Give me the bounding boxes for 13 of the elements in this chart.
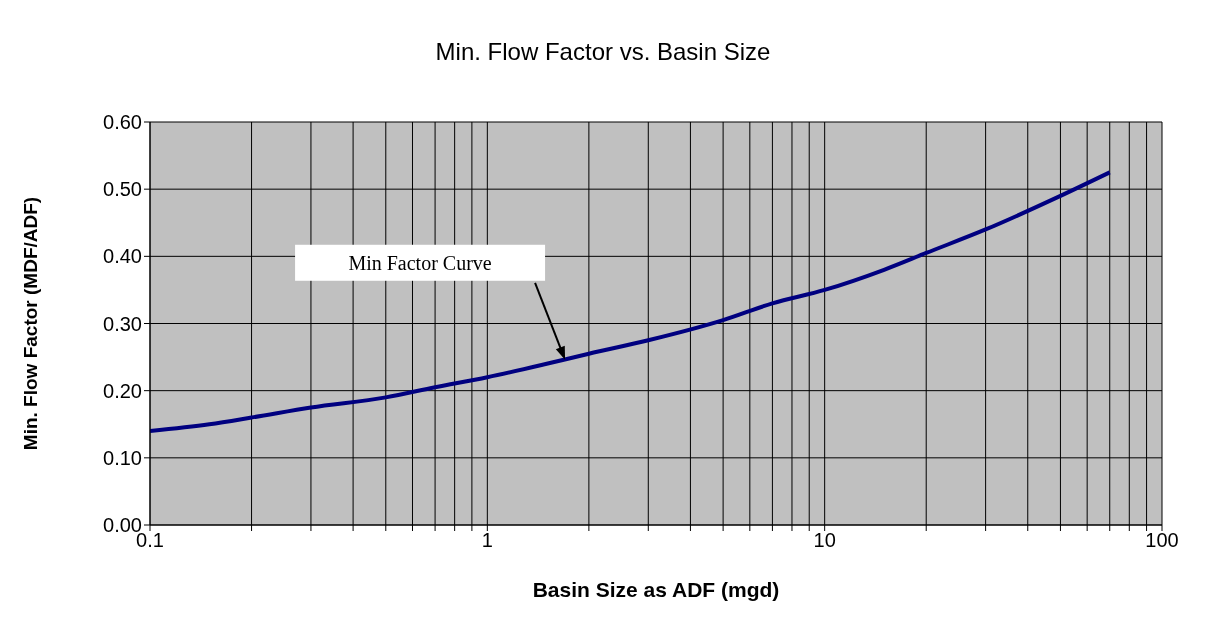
- y-axis-title: Min. Flow Factor (MDF/ADF): [19, 196, 41, 451]
- x-tick-label: 100: [1145, 529, 1179, 552]
- y-tick-label: 0.50: [103, 178, 142, 201]
- y-tick-label: 0.10: [103, 446, 142, 469]
- y-tick-label: 0.30: [103, 312, 142, 335]
- x-tick-label: 10: [813, 529, 836, 552]
- chart-title: Min. Flow Factor vs. Basin Size: [434, 38, 772, 66]
- y-tick-label: 0.60: [103, 111, 142, 134]
- y-tick-label: 0.40: [103, 245, 142, 268]
- y-tick-label: 0.20: [103, 379, 142, 402]
- x-tick-label: 1: [481, 529, 493, 552]
- annotation: Min Factor Curve: [348, 251, 492, 274]
- x-axis-title: Basin Size as ADF (mgd): [532, 578, 780, 601]
